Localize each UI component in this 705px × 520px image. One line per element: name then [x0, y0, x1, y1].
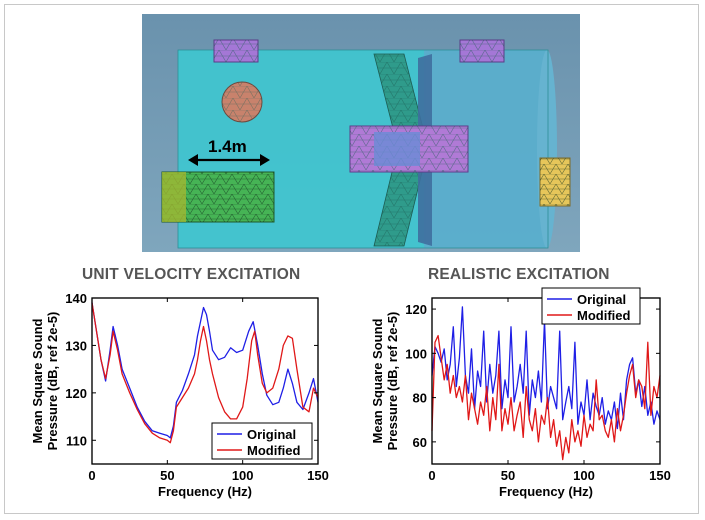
right-y-axis-label-line: Mean Square Sound: [370, 318, 385, 443]
left-y-axis-label-line: Mean Square Sound: [30, 318, 45, 443]
fe-model-illustration: 1.4m: [142, 14, 580, 252]
right-series-modified-line: [431, 334, 661, 461]
left-x-tick-label: 0: [88, 468, 95, 483]
right-y-tick-label: 60: [413, 435, 427, 450]
right-chart-title: REALISTIC EXCITATION: [428, 266, 610, 283]
left-chart-group: 0 50 100 150 110 120 130 140 Frequency (Hz) Mean …: [30, 291, 329, 499]
figure-frame: [4, 4, 699, 514]
right-chart-group: 0 50 100 150 60 80 100 120 Frequency (Hz) Mean Sq…: [370, 287, 671, 499]
right-y-tick-label: 100: [405, 346, 427, 361]
right-x-tick-label: 0: [428, 468, 435, 483]
left-x-tick-label: 150: [307, 468, 329, 483]
left-y-tick-label: 130: [65, 338, 87, 353]
left-chart-title: UNIT VELOCITY EXCITATION: [82, 266, 301, 283]
left-series-modified-line: [91, 302, 319, 444]
left-y-tick-label: 120: [65, 386, 87, 401]
right-x-tick-label: 50: [501, 468, 515, 483]
left-y-axis-label-line: Pressure (dB, ref 2e-5): [45, 312, 60, 451]
left-plot-frame: [91, 297, 319, 465]
left-x-axis-label: Frequency (Hz): [158, 484, 252, 499]
left-x-tick-label: 100: [232, 468, 254, 483]
right-x-axis-label: Frequency (Hz): [499, 484, 593, 499]
left-y-tick-label: 110: [66, 433, 87, 448]
right-legend-label-original: Original: [577, 292, 626, 307]
left-x-tick-label: 50: [160, 468, 174, 483]
left-series-original-line: [91, 302, 319, 439]
right-x-tick-label: 100: [573, 468, 595, 483]
left-legend-label-original: Original: [247, 427, 296, 442]
right-series-original-line: [431, 306, 661, 430]
right-x-tick-label: 150: [649, 468, 671, 483]
left-y-tick-label: 140: [65, 291, 87, 306]
right-legend-label-modified: Modified: [577, 308, 630, 323]
right-y-tick-label: 120: [405, 302, 427, 317]
left-legend-label-modified: Modified: [247, 443, 300, 458]
right-y-axis-label-line: Pressure (dB, ref 2e-5): [385, 312, 400, 451]
right-legend-box: [541, 287, 641, 325]
dimension-label: 1.4m: [208, 137, 247, 156]
right-y-tick-label: 80: [413, 391, 427, 406]
left-legend-box: [211, 422, 313, 460]
